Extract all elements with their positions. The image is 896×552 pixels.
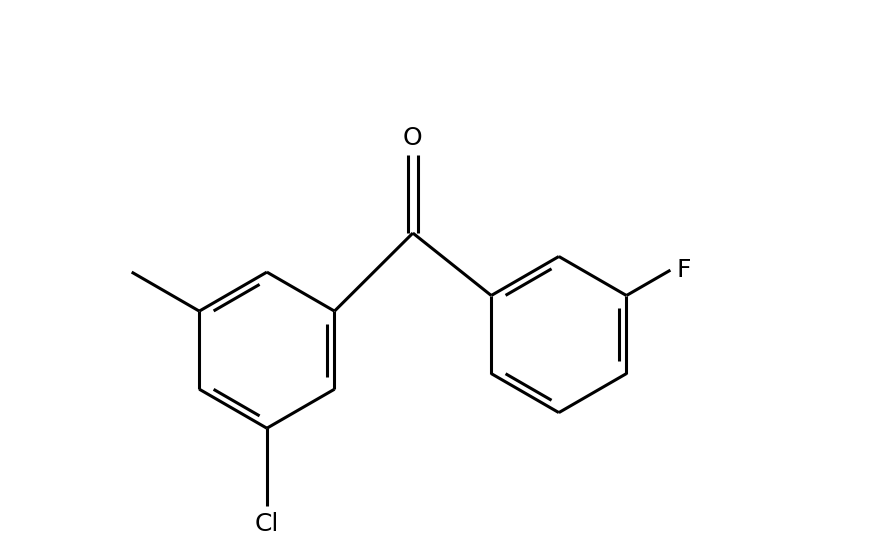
Text: F: F bbox=[676, 258, 691, 282]
Text: Cl: Cl bbox=[254, 512, 279, 536]
Text: O: O bbox=[403, 125, 423, 150]
